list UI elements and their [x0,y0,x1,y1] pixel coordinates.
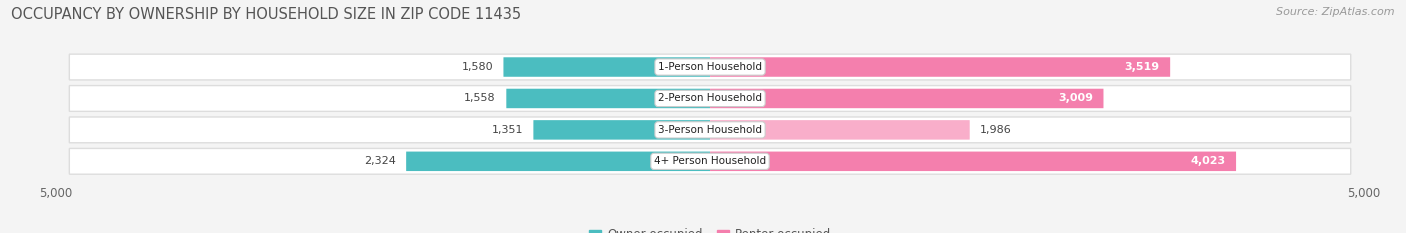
FancyBboxPatch shape [710,57,1170,77]
Text: 4+ Person Household: 4+ Person Household [654,156,766,166]
Text: 3,009: 3,009 [1059,93,1092,103]
FancyBboxPatch shape [710,152,1236,171]
Text: OCCUPANCY BY OWNERSHIP BY HOUSEHOLD SIZE IN ZIP CODE 11435: OCCUPANCY BY OWNERSHIP BY HOUSEHOLD SIZE… [11,7,522,22]
Text: 3,519: 3,519 [1125,62,1160,72]
FancyBboxPatch shape [69,54,1351,80]
Text: 2,324: 2,324 [364,156,395,166]
Text: 1,580: 1,580 [461,62,494,72]
Text: 3-Person Household: 3-Person Household [658,125,762,135]
FancyBboxPatch shape [406,152,710,171]
Text: Source: ZipAtlas.com: Source: ZipAtlas.com [1277,7,1395,17]
Text: 1,986: 1,986 [980,125,1012,135]
Text: 4,023: 4,023 [1191,156,1226,166]
Legend: Owner-occupied, Renter-occupied: Owner-occupied, Renter-occupied [585,224,835,233]
Text: 2-Person Household: 2-Person Household [658,93,762,103]
FancyBboxPatch shape [710,120,970,140]
Text: 1,351: 1,351 [492,125,523,135]
FancyBboxPatch shape [506,89,710,108]
FancyBboxPatch shape [710,89,1104,108]
FancyBboxPatch shape [69,117,1351,143]
Text: 1-Person Household: 1-Person Household [658,62,762,72]
FancyBboxPatch shape [533,120,710,140]
FancyBboxPatch shape [503,57,710,77]
Text: 1,558: 1,558 [464,93,496,103]
FancyBboxPatch shape [69,148,1351,174]
FancyBboxPatch shape [69,86,1351,111]
